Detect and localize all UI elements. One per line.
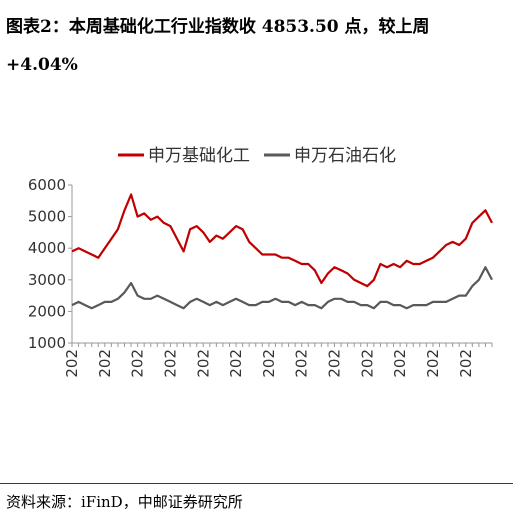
x-tick-label: 202 — [227, 349, 245, 378]
x-tick-label: 202 — [194, 349, 212, 378]
y-tick-label: 3000 — [28, 271, 66, 289]
figure-title: 图表2：本周基础化工行业指数收 4853.50 点，较上周 +4.04% — [6, 17, 430, 75]
x-tick-label: 202 — [161, 349, 179, 378]
x-tick-label: 202 — [96, 349, 114, 378]
x-tick-label: 202 — [260, 349, 278, 378]
series-line — [71, 266, 493, 310]
x-tick-label: 202 — [358, 349, 376, 378]
chart: 1000 2000 3000 4000 5000 6000 202 202 202 202 202 2… — [28, 146, 493, 378]
x-tick-label: 202 — [129, 349, 147, 378]
y-tick-label: 2000 — [28, 302, 66, 320]
x-tick-label: 202 — [457, 349, 475, 378]
y-tick-label: 4000 — [28, 239, 66, 257]
y-tick-label: 5000 — [28, 208, 66, 226]
x-tick-label: 202 — [326, 349, 344, 378]
y-tick-label: 6000 — [28, 176, 66, 194]
divider — [0, 483, 513, 484]
series-line — [71, 193, 493, 288]
legend-label: 申万石油石化 — [294, 146, 396, 166]
y-tick-label: 1000 — [28, 334, 66, 352]
x-tick-label: 202 — [391, 349, 409, 378]
x-tick-label: 202 — [293, 349, 311, 378]
legend-label: 申万基础化工 — [148, 146, 250, 166]
source-note: 资料来源：iFinD，中邮证券研究所 — [6, 493, 243, 511]
x-tick-label: 202 — [63, 349, 81, 378]
x-tick-label: 202 — [424, 349, 442, 378]
